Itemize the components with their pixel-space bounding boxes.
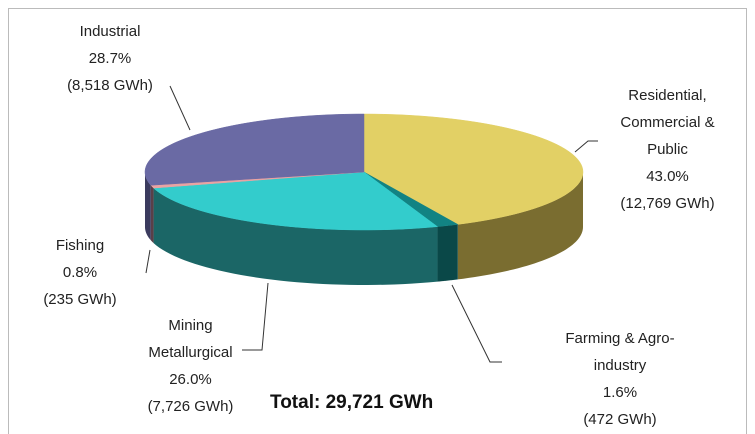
slice [144,113,365,186]
slice-label: Farming & Agro-industry 1.6% (472 GWh) [545,325,695,433]
slice-label: Fishing 0.8% (235 GWh) [20,232,140,313]
category-label: Mining Metallurgical [148,317,233,361]
leader-line [145,249,151,274]
total-annotation: Total: 29,721 GWh [270,392,434,413]
category-label: Industrial [79,23,141,40]
leader-line [451,284,502,363]
value-label: 0.8% [62,264,98,281]
pie [144,113,584,285]
slice-label: Mining Metallurgical 26.0% (7,726 GWh) [128,312,253,420]
leader-line [574,140,598,153]
value-label: (8,518 GWh) [67,77,153,94]
slice-side [153,188,438,285]
frame [8,8,747,434]
slice-label: Industrial 28.7% (8,518 GWh) [40,18,180,99]
slice [150,171,365,189]
value-label: (7,726 GWh) [147,398,234,415]
slice-side [145,172,151,241]
category-label: Residential, Commercial & Public [620,87,715,158]
leader-lines [145,85,598,363]
value-label: 1.6% [602,384,638,401]
category-label: Fishing [55,237,105,254]
slice-side [150,185,154,244]
category-label: Farming & Agro-industry [565,330,675,374]
leader-line [242,282,269,351]
slice-side [457,172,583,280]
slice [152,171,439,231]
slice [363,171,459,227]
value-label: (472 GWh) [583,411,657,428]
slice-label: Residential, Commercial & Public 43.0% (12… [600,82,735,217]
value-label: 28.7% [88,50,132,67]
value-label: (12,769 GWh) [620,195,715,212]
slice [363,113,584,225]
value-label: 26.0% [169,371,212,388]
slice-side [437,224,458,282]
value-label: 43.0% [646,168,689,185]
leader-line [169,85,191,131]
value-label: (235 GWh) [43,291,117,308]
